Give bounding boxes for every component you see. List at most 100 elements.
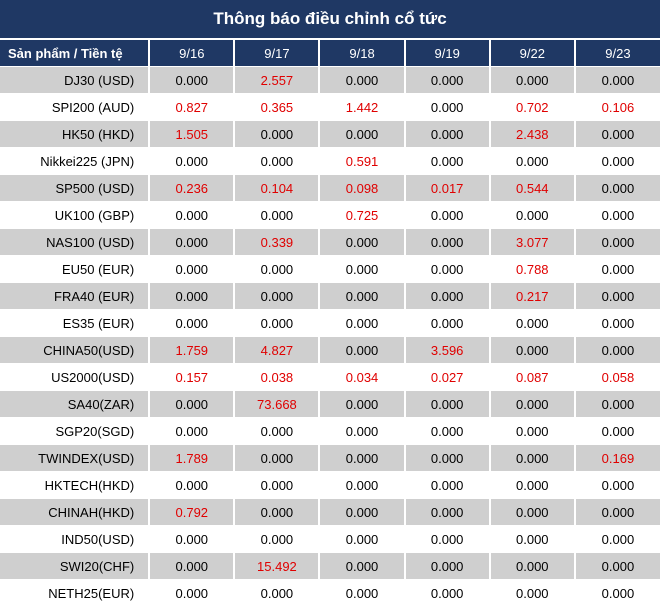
value-cell: 0.000 (575, 121, 660, 148)
value-cell: 1.759 (149, 337, 234, 364)
value-cell: 0.000 (490, 553, 575, 580)
value-cell: 0.000 (575, 148, 660, 175)
value-cell: 1.442 (319, 94, 404, 121)
value-cell: 0.000 (490, 337, 575, 364)
value-cell: 0.000 (575, 202, 660, 229)
value-cell: 15.492 (234, 553, 319, 580)
value-cell: 0.000 (405, 148, 490, 175)
value-cell: 0.000 (234, 499, 319, 526)
product-cell: DJ30 (USD) (0, 67, 149, 94)
value-cell: 0.000 (490, 445, 575, 472)
value-cell: 0.702 (490, 94, 575, 121)
value-cell: 0.000 (490, 580, 575, 606)
value-cell: 0.000 (575, 580, 660, 606)
value-cell: 0.000 (405, 445, 490, 472)
product-cell: FRA40 (EUR) (0, 283, 149, 310)
product-cell: SGP20(SGD) (0, 418, 149, 445)
dividend-adjustment-notice: Thông báo điều chỉnh cổ tức Sản phẩm / T… (0, 0, 660, 587)
product-cell: EU50 (EUR) (0, 256, 149, 283)
value-cell: 0.000 (149, 418, 234, 445)
value-cell: 0.544 (490, 175, 575, 202)
value-cell: 0.000 (490, 472, 575, 499)
value-cell: 0.000 (234, 418, 319, 445)
value-cell: 0.000 (575, 283, 660, 310)
value-cell: 0.000 (149, 256, 234, 283)
value-cell: 0.000 (490, 148, 575, 175)
value-cell: 0.058 (575, 364, 660, 391)
value-cell: 0.000 (490, 310, 575, 337)
value-cell: 0.000 (319, 526, 404, 553)
value-cell: 0.000 (490, 202, 575, 229)
value-cell: 0.098 (319, 175, 404, 202)
value-cell: 0.000 (575, 472, 660, 499)
product-cell: HK50 (HKD) (0, 121, 149, 148)
value-cell: 0.000 (234, 472, 319, 499)
value-cell: 0.000 (234, 202, 319, 229)
column-header-date: 9/16 (149, 40, 234, 67)
value-cell: 0.000 (234, 580, 319, 606)
value-cell: 0.000 (234, 256, 319, 283)
value-cell: 0.000 (149, 283, 234, 310)
value-cell: 0.000 (234, 121, 319, 148)
column-header-date: 9/22 (490, 40, 575, 67)
product-cell: NAS100 (USD) (0, 229, 149, 256)
column-header-date: 9/23 (575, 40, 660, 67)
value-cell: 0.000 (575, 337, 660, 364)
value-cell: 0.000 (405, 283, 490, 310)
value-cell: 0.000 (405, 202, 490, 229)
value-cell: 0.000 (575, 526, 660, 553)
value-cell: 0.000 (575, 553, 660, 580)
value-cell: 0.000 (319, 337, 404, 364)
value-cell: 0.000 (234, 148, 319, 175)
value-cell: 0.000 (405, 256, 490, 283)
value-cell: 0.000 (405, 499, 490, 526)
value-cell: 0.000 (319, 580, 404, 606)
value-cell: 0.000 (149, 391, 234, 418)
table-header-row: Sản phẩm / Tiền tệ 9/16 9/17 9/18 9/19 9… (0, 40, 660, 67)
value-cell: 0.000 (575, 391, 660, 418)
value-cell: 0.000 (319, 499, 404, 526)
value-cell: 0.000 (575, 499, 660, 526)
value-cell: 0.027 (405, 364, 490, 391)
column-header-date: 9/18 (319, 40, 404, 67)
value-cell: 0.000 (149, 67, 234, 94)
value-cell: 0.000 (319, 472, 404, 499)
value-cell: 0.000 (575, 310, 660, 337)
product-cell: UK100 (GBP) (0, 202, 149, 229)
value-cell: 0.000 (319, 418, 404, 445)
value-cell: 0.000 (149, 202, 234, 229)
value-cell: 0.000 (490, 526, 575, 553)
value-cell: 0.000 (405, 229, 490, 256)
product-cell: TWINDEX(USD) (0, 445, 149, 472)
product-cell: SWI20(CHF) (0, 553, 149, 580)
value-cell: 0.169 (575, 445, 660, 472)
value-cell: 0.000 (149, 310, 234, 337)
value-cell: 0.000 (319, 229, 404, 256)
product-cell: CHINA50(USD) (0, 337, 149, 364)
value-cell: 0.000 (575, 175, 660, 202)
value-cell: 0.087 (490, 364, 575, 391)
value-cell: 0.591 (319, 148, 404, 175)
value-cell: 0.000 (319, 391, 404, 418)
value-cell: 0.792 (149, 499, 234, 526)
value-cell: 0.000 (575, 229, 660, 256)
product-cell: ES35 (EUR) (0, 310, 149, 337)
value-cell: 0.000 (319, 121, 404, 148)
value-cell: 0.104 (234, 175, 319, 202)
value-cell: 0.000 (234, 283, 319, 310)
value-cell: 0.000 (490, 391, 575, 418)
value-cell: 0.000 (234, 310, 319, 337)
value-cell: 0.000 (405, 121, 490, 148)
value-cell: 0.000 (490, 67, 575, 94)
value-cell: 0.365 (234, 94, 319, 121)
